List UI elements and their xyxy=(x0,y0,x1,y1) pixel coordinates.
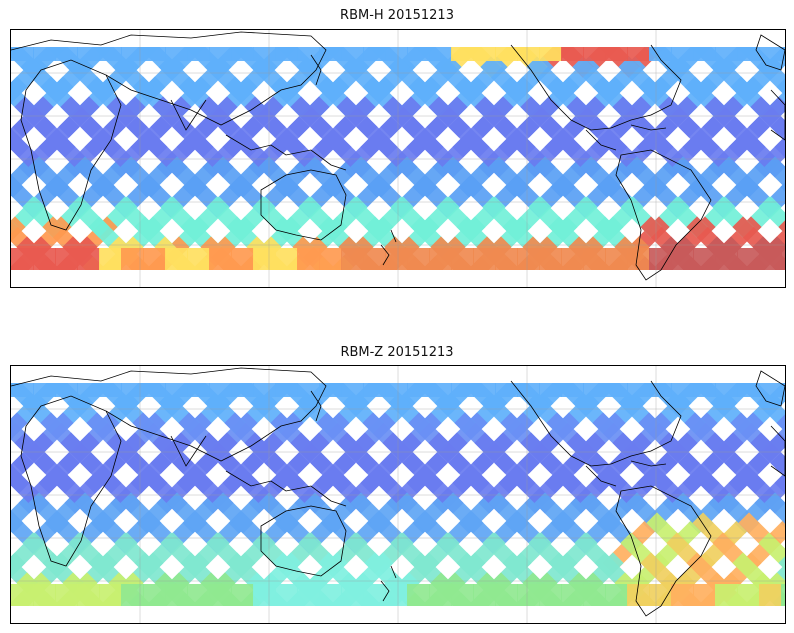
swath-layer xyxy=(11,383,785,606)
map-canvas xyxy=(11,30,785,287)
graticule xyxy=(11,30,785,287)
map-plot xyxy=(10,29,786,288)
graticule xyxy=(11,366,785,623)
coastlines xyxy=(11,367,785,617)
map-plot xyxy=(10,365,786,624)
map-canvas xyxy=(11,366,785,623)
swath-layer xyxy=(11,47,785,270)
coastlines xyxy=(11,31,785,281)
panel-title: RBM-Z 20151213 xyxy=(340,345,454,360)
panel-title: RBM-H 20151213 xyxy=(340,8,454,23)
